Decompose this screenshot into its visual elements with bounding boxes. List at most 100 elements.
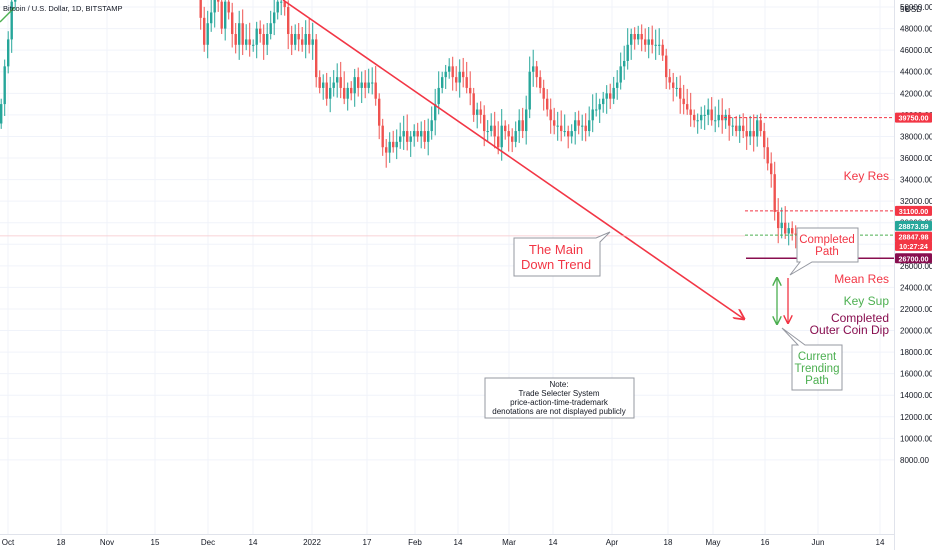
current-path-callout-box [781,327,843,391]
candle-body [511,136,514,142]
price-tag-current-bg [895,220,932,231]
price-tag-countdown-bg [895,240,932,251]
candle-body [791,228,794,234]
candle-body [360,82,363,88]
candle-body [399,136,402,142]
candle-body [241,23,244,45]
candle-body [294,34,297,45]
candle-body [339,77,342,88]
candle-body [721,114,724,121]
price-tick-label: 14000.00 [900,391,932,400]
price-tick-label: 46000.00 [900,46,932,55]
candle-body [378,98,381,126]
candle-body [227,1,230,13]
candle-body [343,87,346,99]
candle-body [486,131,489,133]
candle-body [430,120,433,132]
candle-body [329,87,332,99]
price-tick-label: 32000.00 [900,197,932,206]
vertical-gridlines [7,0,881,534]
candle-body [679,87,682,99]
price-tag-mean-res: 31100.00 [899,207,929,216]
candle-body [210,12,213,24]
candle-body [497,136,500,148]
candle-body [367,82,370,88]
candle-body [458,71,461,83]
mean-res-label: Mean Res [834,272,889,286]
candle-body [528,71,531,110]
price-tick-label: 10000.00 [900,434,932,443]
candle-body [567,131,570,137]
key-res-label: Key Res [844,169,889,183]
candle-body [283,1,286,8]
candle-body [353,77,356,94]
price-tick-label: 36000.00 [900,154,932,163]
candle-body [14,0,17,2]
candle-body [392,141,395,148]
candle-body [563,131,566,133]
time-axis: Oct 18 Nov 15 Dec 14 2022 17 Feb 14 Mar 14 Apr 18 May 1… [2,538,885,547]
price-tick-label: 42000.00 [900,89,932,98]
candle-body [224,1,227,29]
candle-body [280,1,283,3]
current-path-label: Current Trending Path [795,351,840,387]
candle-body [612,87,615,99]
candle-body [553,120,556,126]
candle-body [290,34,293,45]
candle-body [507,131,510,137]
time-tick-label: 18 [664,538,673,547]
candle-body [794,233,797,235]
candle-body [780,222,783,229]
candle-body [686,104,689,110]
candle-body [483,114,486,132]
drawing-overlay: Key Res Mean Res Key Sup Completed Outer Coi… [0,0,894,419]
main-trend-callout-box [513,231,611,277]
price-tick-label: 18000.00 [900,348,932,357]
price-tag-current: 28873.59 [899,222,929,231]
candle-body [423,131,426,142]
candle-body [234,34,237,45]
candle-body [336,77,339,83]
candle-body [248,39,251,45]
candle-body [647,39,650,45]
candle-body [542,87,545,99]
candle-body [731,125,734,127]
candle-body [598,104,601,110]
candle-body [707,109,710,115]
candle-body [640,34,643,40]
candle-body [570,131,573,137]
candle-body [245,39,248,45]
candle-body [322,82,325,88]
candle-body [626,44,629,61]
candle-body [735,125,738,132]
candle-body [301,39,304,45]
candle-body [710,109,713,121]
candle-body [462,71,465,78]
candle-body [371,82,374,84]
candle-body [560,125,563,132]
candle-body [409,136,412,142]
candle-body [546,98,549,110]
candle-body [269,23,272,35]
candle-body [308,34,311,45]
time-tick-label: 17 [363,538,372,547]
candle-body [756,120,759,137]
candle-body [469,87,472,94]
price-tick-label: 22000.00 [900,305,932,314]
candle-body [472,93,475,115]
note-box [484,377,635,419]
time-tick-label: 15 [151,538,160,547]
candle-body [420,131,423,137]
candle-body [10,1,13,40]
candle-body [381,125,384,148]
candle-body [759,120,762,132]
time-tick-label: 18 [57,538,66,547]
candle-body [346,87,349,99]
candle-body [7,39,10,67]
price-tick-label: 16000.00 [900,370,932,379]
early-uptrend-line [0,7,15,23]
candle-body [476,109,479,115]
candle-body [658,44,661,46]
candle-body [388,141,391,153]
candle-body [703,114,706,116]
